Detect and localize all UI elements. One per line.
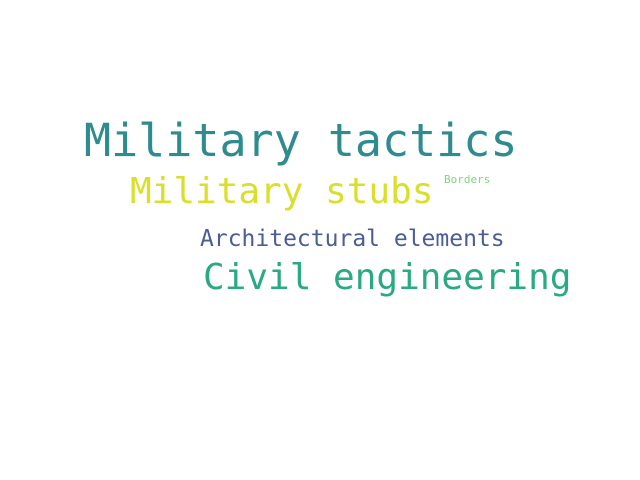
word-military-tactics: Military tactics <box>84 114 518 167</box>
word-borders: Borders <box>444 173 491 186</box>
word-civil-engineering: Civil engineering <box>203 257 572 298</box>
word-architectural-elements: Architectural elements <box>200 226 505 252</box>
word-military-stubs: Military stubs <box>130 171 434 212</box>
